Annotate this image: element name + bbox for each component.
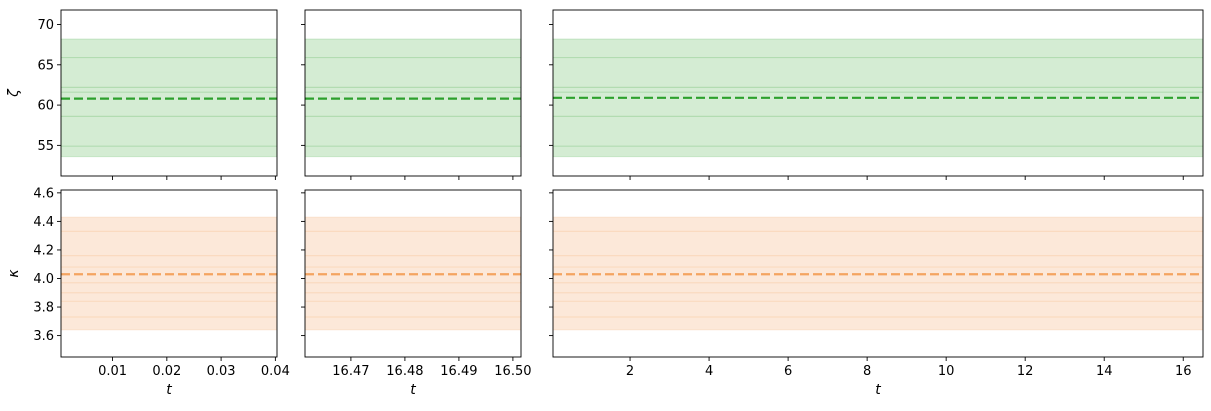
x-tick-label: 14 (1096, 364, 1113, 379)
x-axis-label: t (875, 382, 881, 398)
x-tick-label: 8 (863, 364, 871, 379)
y-axis-label: κ (6, 269, 22, 278)
x-tick-label: 16.47 (332, 364, 369, 379)
x-tick-label: 4 (705, 364, 713, 379)
axes-frame (552, 9, 1204, 177)
plot-area (61, 38, 277, 158)
axes-frame (60, 189, 278, 358)
y-axis-label: ζ (6, 88, 22, 98)
x-tick-label: 0.02 (152, 364, 181, 379)
x-tick-label: 16.50 (494, 364, 531, 379)
x-tick-label: 0.03 (207, 364, 236, 379)
x-tick-label: 0.01 (98, 364, 127, 379)
x-axis-label: t (166, 382, 172, 398)
panel-zeta-3 (549, 9, 1204, 180)
x-tick-label: 16.48 (386, 364, 423, 379)
x-tick-label: 16 (1175, 364, 1192, 379)
y-tick-label: 3.8 (33, 301, 54, 316)
y-tick-label: 65 (37, 58, 54, 73)
panel-kappa-3: 2 4 6 8 10 12 14 16 t (549, 189, 1204, 398)
x-tick-label: 6 (784, 364, 792, 379)
panel-zeta-2 (301, 9, 522, 180)
y-tick-label: 55 (37, 139, 54, 154)
axes-frame (304, 9, 522, 177)
plot-area (305, 216, 521, 331)
x-tick-label: 16.49 (440, 364, 477, 379)
axes-frame (60, 9, 278, 177)
y-tick-label: 70 (37, 18, 54, 33)
y-tick-label: 4.0 (33, 272, 54, 287)
plot-area (305, 38, 521, 158)
axes-frame (552, 189, 1204, 358)
x-tick-label: 0.04 (261, 364, 290, 379)
x-axis-label: t (410, 382, 416, 398)
plot-area (553, 38, 1203, 158)
panel-kappa-2: 16.47 16.48 16.49 16.50 t (301, 189, 532, 398)
y-tick-label: 4.6 (33, 186, 54, 201)
y-tick-label: 4.4 (33, 215, 54, 230)
x-tick-label: 12 (1017, 364, 1034, 379)
x-tick-label: 10 (938, 364, 955, 379)
y-tick-label: 60 (37, 99, 54, 114)
y-tick-label: 4.2 (33, 243, 54, 258)
plot-area (553, 216, 1203, 331)
x-tick-label: 2 (626, 364, 634, 379)
panel-kappa-1: 3.6 3.8 4.0 4.2 4.4 4.6 0.01 0.02 0.03 0.04 t κ (6, 186, 290, 398)
y-tick-label: 3.6 (33, 329, 54, 344)
plot-area (61, 216, 277, 331)
axes-frame (304, 189, 522, 358)
panel-zeta-1: 55 60 65 70 ζ (6, 9, 278, 180)
